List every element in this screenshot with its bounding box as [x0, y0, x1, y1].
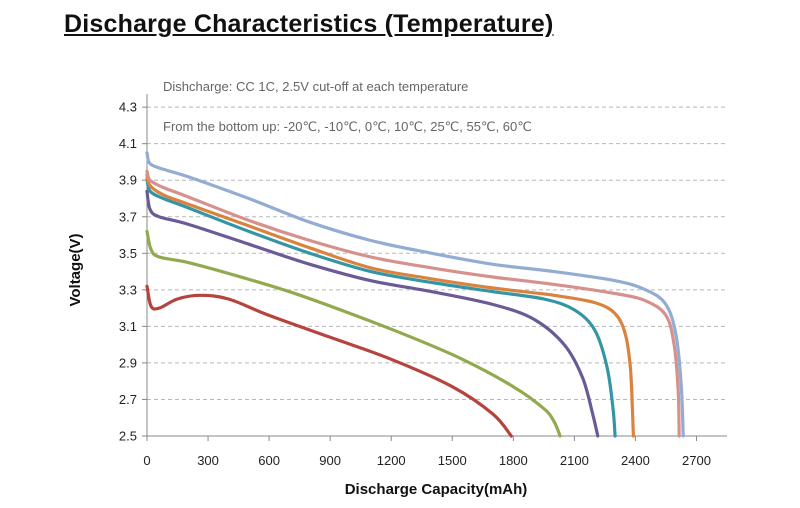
- x-tick-label: 600: [258, 453, 280, 468]
- x-tick-label: 300: [197, 453, 219, 468]
- y-tick-label: 2.5: [119, 429, 137, 444]
- series-line-2: [145, 229, 562, 438]
- x-tick-label: 900: [319, 453, 341, 468]
- series-line-3: [145, 189, 600, 438]
- x-tick-label: 2700: [682, 453, 711, 468]
- y-tick-label: 3.5: [119, 246, 137, 261]
- x-tick-label: 2400: [621, 453, 650, 468]
- x-tick-labels: 0 300 600 900 1200 1500 1800 2100 2400 2700: [143, 453, 711, 468]
- annotation-discharge-condition: Dishcharge: CC 1C, 2.5V cut-off at each …: [163, 79, 468, 94]
- series-line-6: [145, 169, 681, 438]
- x-tick-label: 1200: [377, 453, 406, 468]
- page-title: Discharge Characteristics (Temperature): [64, 10, 554, 38]
- y-tick-label: 4.3: [119, 100, 137, 115]
- x-tick-label: 2100: [560, 453, 589, 468]
- y-tick-label: 3.1: [119, 319, 137, 334]
- y-tick-label: 3.3: [119, 282, 137, 297]
- series-line-1: [145, 284, 513, 438]
- x-tick-label: 1800: [499, 453, 528, 468]
- series-lines: [145, 151, 685, 438]
- annotation-temperature-order: From the bottom up: -20℃, -10℃, 0℃, 10℃,…: [163, 119, 532, 134]
- x-tick-label: 0: [143, 453, 150, 468]
- y-tick-label: 4.1: [119, 136, 137, 151]
- y-tick-label: 2.9: [119, 355, 137, 370]
- y-tick-label: 2.7: [119, 392, 137, 407]
- series-line-4: [145, 176, 617, 438]
- x-axis-label: Discharge Capacity(mAh): [345, 481, 528, 498]
- y-axis-label: Voltage(V): [67, 233, 84, 306]
- y-tick-label: 3.7: [119, 209, 137, 224]
- x-tick-label: 1500: [438, 453, 467, 468]
- y-tick-label: 3.9: [119, 173, 137, 188]
- y-tick-labels: 2.5 2.7 2.9 3.1 3.3 3.5 3.7 3.9 4.1 4.3: [119, 100, 137, 444]
- series-line-7: [145, 151, 685, 438]
- series-line-5: [145, 173, 635, 438]
